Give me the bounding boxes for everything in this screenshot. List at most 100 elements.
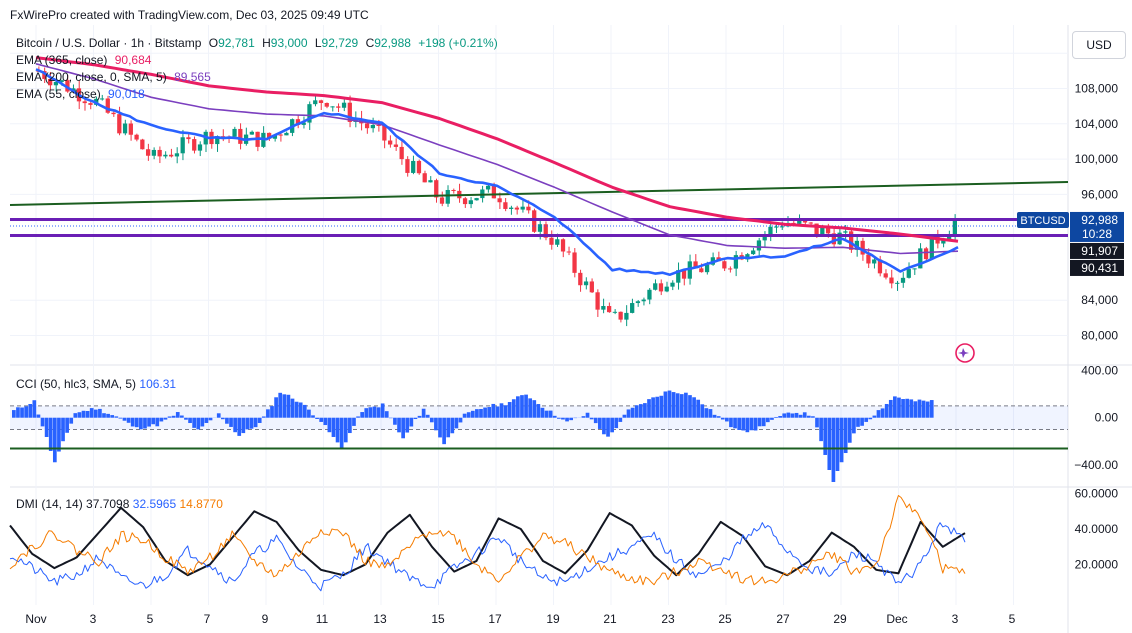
cci-bar bbox=[671, 392, 676, 418]
close-label: C bbox=[365, 36, 375, 50]
candle-body bbox=[111, 112, 116, 115]
time-axis-tick: 15 bbox=[431, 612, 445, 626]
candle-body bbox=[53, 81, 59, 86]
symbol-legend[interactable]: Bitcoin / U.S. Dollar · 1h · Bitstamp O9… bbox=[16, 36, 506, 50]
ema-line-200[interactable] bbox=[35, 63, 959, 255]
candle-body bbox=[572, 252, 577, 273]
candle-body bbox=[635, 301, 641, 304]
cci-bar bbox=[819, 417, 823, 442]
symbol-tag-bg bbox=[1017, 211, 1069, 228]
cci-bar bbox=[225, 417, 229, 424]
candle-body bbox=[825, 227, 831, 234]
candle-body bbox=[630, 303, 635, 313]
tradingview-sparkle-icon[interactable] bbox=[955, 343, 975, 363]
cci-bar bbox=[184, 417, 188, 420]
candle-body bbox=[278, 134, 283, 136]
cci-pane[interactable] bbox=[10, 390, 1068, 482]
time-axis[interactable]: Nov 3 5 7 9 11 13 15 17 19 21 23 25 27 29 Dec 3 5 bbox=[25, 612, 1015, 626]
candle-body bbox=[393, 144, 399, 147]
dmi-label: DMI (14, 14) bbox=[16, 497, 83, 511]
cci-bar bbox=[139, 417, 143, 430]
cci-bar bbox=[868, 417, 873, 420]
candle-body bbox=[134, 134, 139, 140]
minus-di-value: 14.8770 bbox=[179, 497, 223, 511]
time-axis-tick: 13 bbox=[373, 612, 387, 626]
candle-body bbox=[330, 106, 335, 108]
candle-body bbox=[808, 222, 813, 224]
price-pane[interactable] bbox=[9, 56, 1069, 327]
cci-bar bbox=[852, 417, 856, 434]
candle-body bbox=[272, 134, 278, 139]
candle-body bbox=[624, 312, 629, 320]
cci-bar bbox=[171, 415, 176, 418]
cci-bar bbox=[847, 417, 852, 443]
cci-legend[interactable]: CCI (50, hlc3, SMA, 5) 106.31 bbox=[16, 377, 176, 391]
cci-bar bbox=[331, 417, 336, 437]
dmi-axis-tick: 40.0000 bbox=[1075, 522, 1119, 536]
cci-bar bbox=[856, 417, 860, 427]
change-value: +198 (+0.21%) bbox=[418, 36, 498, 50]
cci-bar bbox=[589, 417, 594, 420]
indicator-legend-ema200[interactable]: EMA (200, close, 0, SMA, 5) 89,565 bbox=[16, 70, 215, 84]
cci-bar bbox=[356, 416, 360, 418]
trendline[interactable] bbox=[9, 181, 1069, 206]
candle-body bbox=[336, 106, 341, 108]
candle-body bbox=[543, 224, 548, 238]
indicator-legend-ema55[interactable]: EMA (55, close) 90,018 bbox=[16, 87, 149, 101]
ohlc-values: O92,781 H93,000 L92,729 C92,988 +198 (+0… bbox=[209, 36, 502, 50]
plus-di-line[interactable] bbox=[9, 522, 966, 592]
cci-bar bbox=[282, 394, 287, 418]
cci-bar bbox=[491, 403, 496, 418]
time-axis-tick: 23 bbox=[661, 612, 675, 626]
cci-bar bbox=[864, 417, 869, 422]
candle-body bbox=[163, 154, 168, 157]
cci-bar bbox=[843, 417, 848, 454]
candle-body bbox=[566, 251, 571, 253]
candle-body bbox=[42, 71, 47, 79]
cci-bar bbox=[552, 415, 557, 418]
candle-body bbox=[405, 159, 410, 173]
ema-line-365[interactable] bbox=[35, 56, 959, 243]
candle-body bbox=[941, 239, 946, 244]
cci-bar bbox=[93, 409, 98, 418]
cci-bar bbox=[888, 399, 893, 418]
candle-body bbox=[169, 154, 174, 157]
cci-bar bbox=[442, 417, 446, 445]
currency-button[interactable]: USD bbox=[1072, 31, 1126, 59]
cci-bar bbox=[679, 394, 684, 418]
cci-bar bbox=[602, 417, 606, 435]
high-value: 93,000 bbox=[270, 36, 308, 50]
indicator-value: 90,018 bbox=[108, 87, 145, 101]
candle-body bbox=[364, 123, 370, 129]
adx-line[interactable] bbox=[9, 506, 966, 577]
cci-bar bbox=[397, 417, 401, 433]
candle-body bbox=[860, 240, 865, 255]
support-tag-2-bg bbox=[1070, 259, 1124, 276]
cci-bar bbox=[634, 405, 639, 418]
minus-di-line[interactable] bbox=[9, 495, 966, 586]
candle-body bbox=[301, 122, 306, 125]
cci-bar bbox=[761, 417, 766, 427]
candle-body bbox=[779, 226, 785, 228]
cci-bar bbox=[511, 399, 516, 418]
candle-body bbox=[267, 132, 272, 139]
indicator-legend-ema365[interactable]: EMA (365, close) 90,684 bbox=[16, 53, 155, 67]
cci-bar bbox=[741, 417, 746, 431]
support-tag-1: 91,907 bbox=[1081, 244, 1118, 258]
countdown-tag: 10:28 bbox=[1082, 227, 1112, 241]
candle-body bbox=[849, 231, 854, 250]
cci-bar bbox=[155, 417, 160, 427]
cci-bar bbox=[188, 417, 192, 424]
candle-body bbox=[929, 234, 934, 260]
cci-bar bbox=[790, 413, 795, 418]
candle-body bbox=[485, 185, 491, 190]
dmi-pane[interactable] bbox=[9, 495, 966, 592]
cci-bar bbox=[466, 412, 471, 418]
cci-bar bbox=[151, 417, 156, 425]
candle-body bbox=[422, 173, 427, 183]
dmi-legend[interactable]: DMI (14, 14) 37.7098 32.5965 14.8770 bbox=[16, 497, 223, 511]
cci-bar bbox=[614, 417, 619, 429]
candle-body bbox=[434, 180, 439, 198]
cci-bar bbox=[770, 417, 774, 420]
ema-line-55[interactable] bbox=[35, 68, 959, 276]
